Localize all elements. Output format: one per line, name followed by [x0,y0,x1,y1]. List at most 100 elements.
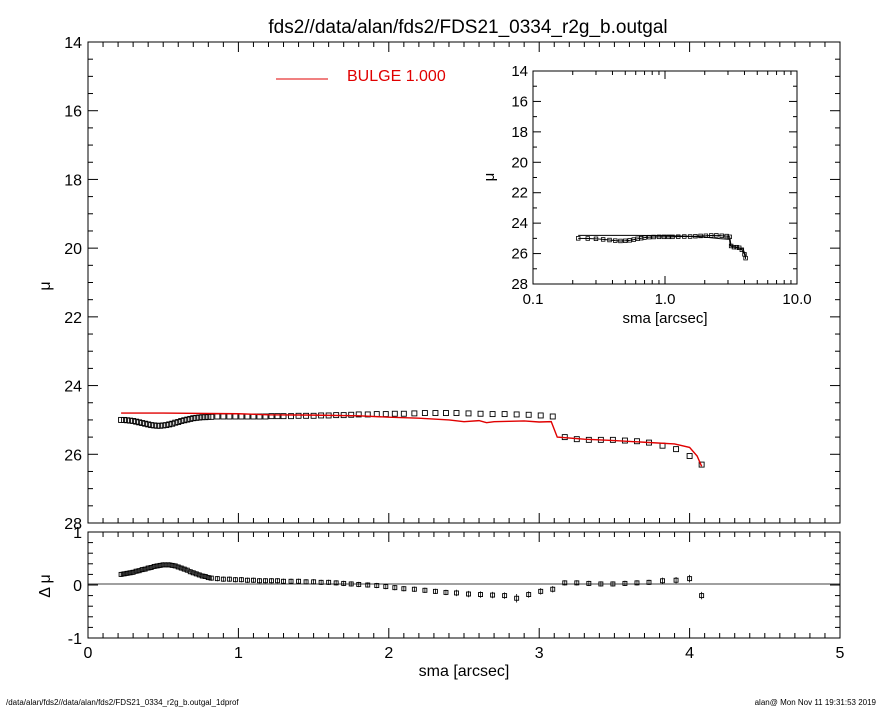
residual-point [383,584,389,590]
residual-point [699,593,705,599]
residual-point [166,562,172,568]
main-data-series [118,410,705,468]
residual-point [154,563,160,569]
data-point [142,420,149,427]
inset-y-tick-label: 20 [511,154,528,171]
data-point [136,419,143,426]
residual-point [586,580,592,586]
residual-point [220,576,226,582]
residual-x-axis-label: sma [arcsec] [419,663,510,680]
data-point [477,410,484,417]
data-point [202,414,209,421]
residual-point [244,577,250,583]
residual-point [187,569,193,575]
main-y-tick-label: 22 [64,310,82,327]
residual-point [673,577,679,583]
inset-data-point [627,238,632,243]
data-point [373,411,380,418]
data-point [280,413,287,420]
data-point [432,410,439,417]
data-point [151,422,158,429]
residual-point [422,587,428,593]
inset-data-point [585,236,590,241]
residual-point [574,580,580,586]
inset-data-point [670,234,675,240]
residual-point [238,577,244,583]
inset-y-tick-label: 24 [511,215,528,232]
residual-point [121,571,127,577]
inset-x-tick-label: 1.0 [655,291,676,308]
data-point [232,413,239,420]
main-y-tick-label: 20 [64,241,82,258]
inset-plot-frame [532,70,798,285]
residual-point [478,592,483,597]
data-point [187,415,194,422]
residual-point [466,591,471,597]
inset-data-point [719,233,724,238]
data-point [453,410,460,417]
residual-point [333,580,339,586]
residual-point [214,576,220,582]
data-point [160,422,167,429]
data-point [537,412,544,419]
data-point [175,419,182,425]
residual-point [124,570,130,576]
res-x-tick-label: 5 [836,645,845,662]
inset-y-tick-label: 28 [511,276,528,293]
data-point [118,416,125,423]
main-profile-panel: 14 16 18 20 22 24 26 28 μ BULGE 1.000 [37,35,841,533]
residual-point [202,574,208,579]
data-point [139,420,146,426]
data-point [208,413,215,420]
data-point [154,422,161,429]
data-point [133,418,140,425]
res-x-tick-label: 3 [535,645,544,662]
residual-point [257,578,262,584]
data-point [268,413,275,420]
residual-point [303,579,309,585]
residual-point [208,575,214,581]
inset-data-point [656,234,662,240]
residual-point [514,595,520,601]
residual-data-series [118,562,705,603]
legend-label-bulge: BULGE 1.000 [347,68,446,85]
residual-point [365,582,371,588]
data-point [148,422,155,429]
residual-point [148,565,154,570]
main-y-tick-label: 14 [64,35,82,52]
res-y-tick-label: 0 [73,578,82,595]
residual-point [562,580,568,586]
residual-point [526,592,532,597]
residual-point [172,563,178,569]
residual-point [196,572,202,578]
residual-point [401,586,407,592]
residual-point [550,586,556,592]
inset-y-tick-label: 18 [511,124,528,141]
data-point [364,411,371,418]
residual-point [432,588,438,594]
residual-point [136,568,142,574]
residual-point [348,581,354,587]
res-x-tick-label: 1 [234,645,243,662]
residual-point [190,570,196,576]
inset-data-point [724,233,729,239]
residual-point [178,565,184,571]
data-point [295,412,302,419]
data-point [190,415,197,422]
inset-data-point [623,238,628,243]
residual-point [311,579,317,585]
main-axis-ticks: 14 16 18 20 22 24 26 28 [64,35,841,533]
inset-data-point [600,237,606,242]
residual-point [145,565,151,571]
residual-point [142,566,148,572]
residual-point [392,585,398,591]
data-point [124,417,131,424]
residual-point [490,592,496,598]
residual-point [205,575,211,581]
data-point [391,410,398,417]
model-line [121,412,703,467]
data-point [205,413,212,420]
main-y-tick-label: 26 [64,447,82,464]
data-point [130,418,137,424]
